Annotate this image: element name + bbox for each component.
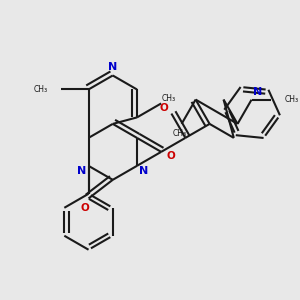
Text: O: O — [80, 203, 89, 213]
Text: CH₃: CH₃ — [284, 95, 298, 104]
Text: N: N — [108, 62, 117, 72]
Text: CH₃: CH₃ — [162, 94, 176, 103]
Text: N: N — [139, 167, 148, 176]
Text: CH₃: CH₃ — [33, 85, 47, 94]
Text: N: N — [253, 87, 262, 97]
Text: N: N — [77, 167, 87, 176]
Text: O: O — [166, 151, 175, 160]
Text: O: O — [160, 103, 168, 113]
Text: CH₃: CH₃ — [173, 129, 187, 138]
